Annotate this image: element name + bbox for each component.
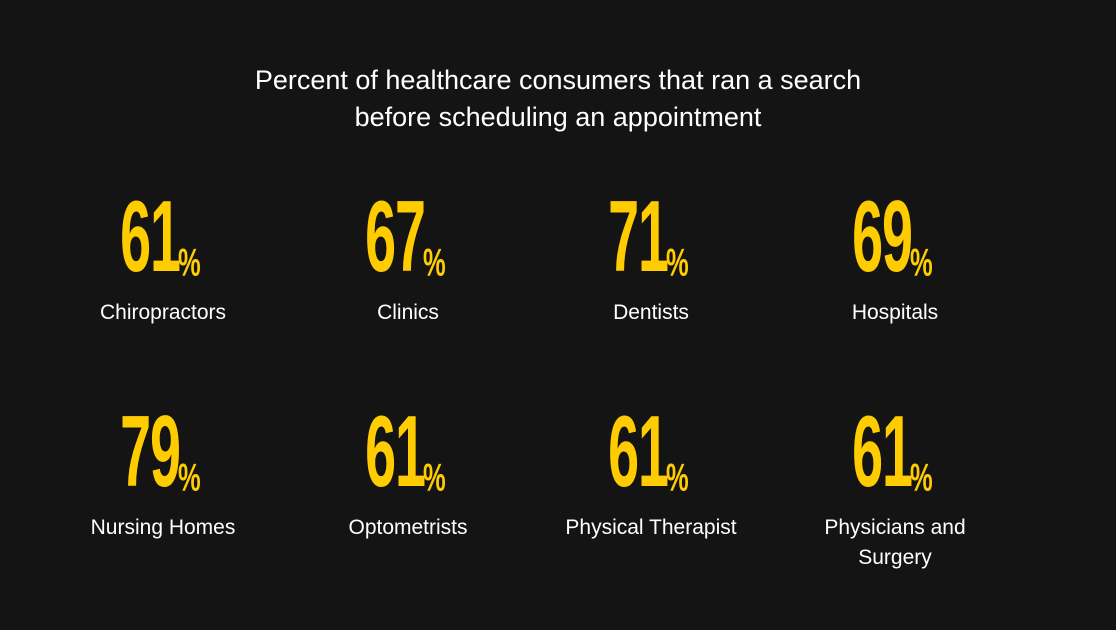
chart-title: Percent of healthcare consumers that ran…: [0, 62, 1116, 136]
stat-percent-sign: %: [666, 241, 689, 285]
stat-label: Nursing Homes: [90, 516, 236, 539]
stat-number: 69: [852, 180, 914, 293]
stat-percent-sign: %: [423, 456, 446, 500]
stat-percent-sign: %: [178, 456, 201, 500]
stat-percent-sign: %: [910, 241, 933, 285]
stat-percent-sign: %: [910, 456, 933, 500]
stat-number: 61: [120, 180, 182, 293]
stat-item: 67% Clinics: [288, 181, 528, 328]
stat-item: 71% Dentists: [531, 181, 771, 328]
stat-number: 61: [365, 395, 427, 508]
stat-label: Physicians and Surgery: [824, 516, 966, 569]
stat-label: Hospitals: [851, 301, 939, 324]
stat-item: 61% Physical Therapist: [531, 396, 771, 543]
stat-label: Optometrists: [348, 516, 468, 539]
stat-number: 61: [852, 395, 914, 508]
stat-percent-sign: %: [423, 241, 446, 285]
stat-item: 61% Chiropractors: [43, 181, 283, 328]
stat-value: 61%: [531, 396, 771, 509]
stat-percent-sign: %: [178, 241, 201, 285]
stat-value: 61%: [795, 396, 995, 509]
stat-item: 61% Physicians and Surgery: [795, 396, 995, 573]
stat-value: 67%: [288, 181, 528, 294]
stat-label: Clinics: [377, 301, 439, 324]
stat-number: 67: [365, 180, 427, 293]
stat-item: 69% Hospitals: [775, 181, 1015, 328]
title-line-1: Percent of healthcare consumers that ran…: [254, 65, 862, 95]
stat-percent-sign: %: [666, 456, 689, 500]
stat-label: Chiropractors: [99, 301, 227, 324]
stat-value: 61%: [43, 181, 283, 294]
stat-item: 61% Optometrists: [288, 396, 528, 543]
stat-item: 79% Nursing Homes: [43, 396, 283, 543]
stat-number: 71: [608, 180, 670, 293]
stat-number: 79: [120, 395, 182, 508]
stat-number: 61: [608, 395, 670, 508]
stat-value: 71%: [531, 181, 771, 294]
stat-value: 61%: [288, 396, 528, 509]
stat-value: 69%: [775, 181, 1015, 294]
stat-value: 79%: [43, 396, 283, 509]
title-line-2: before scheduling an appointment: [354, 102, 762, 132]
stat-label: Dentists: [613, 301, 689, 324]
stat-label: Physical Therapist: [565, 516, 737, 539]
